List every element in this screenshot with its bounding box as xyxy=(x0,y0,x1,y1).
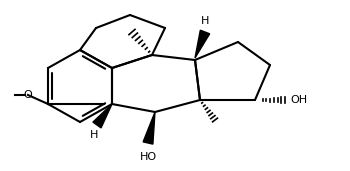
Text: OH: OH xyxy=(290,95,307,105)
Polygon shape xyxy=(93,104,112,128)
Polygon shape xyxy=(143,112,155,144)
Polygon shape xyxy=(195,30,210,58)
Text: H: H xyxy=(90,130,98,140)
Text: HO: HO xyxy=(139,152,156,162)
Text: H: H xyxy=(201,16,209,26)
Text: O: O xyxy=(24,90,32,100)
